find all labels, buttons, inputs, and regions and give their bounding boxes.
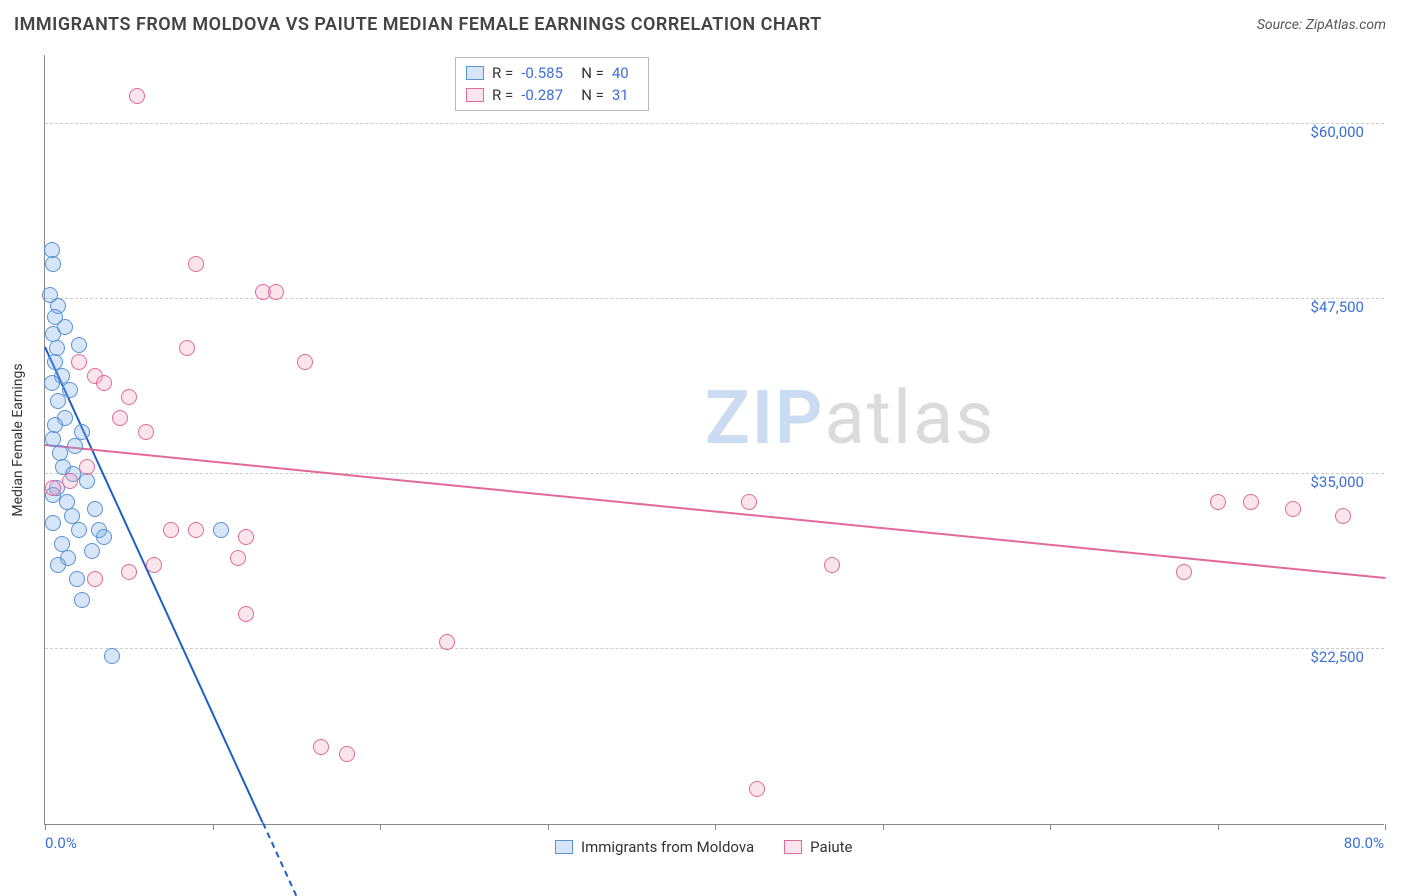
chart-title: IMMIGRANTS FROM MOLDOVA VS PAIUTE MEDIAN…	[14, 14, 822, 35]
series-swatch	[466, 88, 484, 102]
stat-n-label: N =	[581, 86, 604, 104]
x-tick	[380, 824, 381, 830]
data-point	[87, 501, 103, 517]
watermark-part2: atlas	[825, 375, 996, 462]
gridline	[45, 123, 1384, 124]
data-point	[45, 480, 61, 496]
gridline	[45, 473, 1384, 474]
data-point	[313, 739, 329, 755]
data-point	[45, 515, 61, 531]
stat-n-label: N =	[581, 64, 604, 82]
x-min-label: 0.0%	[45, 834, 77, 852]
x-tick	[715, 824, 716, 830]
scatter-plot: ZIPatlas $22,500$35,000$47,500$60,0000.0…	[44, 55, 1384, 825]
x-tick	[45, 824, 46, 830]
stat-n-value: 40	[612, 64, 638, 82]
legend-swatch	[555, 840, 573, 854]
data-point	[129, 88, 145, 104]
data-point	[121, 564, 137, 580]
data-point	[62, 473, 78, 489]
trend-line-extension	[262, 823, 297, 896]
data-point	[213, 522, 229, 538]
data-point	[188, 256, 204, 272]
source-citation: Source: ZipAtlas.com	[1257, 17, 1386, 33]
legend-item: Paiute	[784, 838, 852, 856]
data-point	[96, 375, 112, 391]
source-name: ZipAtlas.com	[1306, 17, 1386, 33]
x-tick	[1385, 824, 1386, 830]
data-point	[1335, 508, 1351, 524]
data-point	[71, 522, 87, 538]
stat-r-label: R =	[492, 64, 513, 82]
data-point	[96, 529, 112, 545]
gridline	[45, 298, 1384, 299]
data-point	[824, 557, 840, 573]
source-prefix: Source:	[1257, 17, 1306, 33]
data-point	[50, 557, 66, 573]
data-point	[339, 746, 355, 762]
data-point	[238, 606, 254, 622]
stat-r-value: -0.287	[521, 86, 573, 104]
data-point	[79, 459, 95, 475]
data-point	[50, 393, 66, 409]
x-tick	[213, 824, 214, 830]
gridline	[45, 648, 1384, 649]
data-point	[71, 337, 87, 353]
legend-item: Immigrants from Moldova	[555, 838, 754, 856]
legend-swatch	[784, 840, 802, 854]
y-tick-label: $35,000	[1310, 473, 1364, 491]
data-point	[230, 550, 246, 566]
legend: Immigrants from Moldova Paiute	[555, 838, 853, 856]
data-point	[749, 781, 765, 797]
data-point	[1210, 494, 1226, 510]
data-point	[138, 424, 154, 440]
x-tick	[1050, 824, 1051, 830]
x-max-label: 80.0%	[1344, 834, 1384, 852]
correlation-stats-box: R = -0.585 N = 40 R = -0.287 N = 31	[455, 57, 649, 111]
legend-label: Paiute	[810, 838, 852, 856]
stats-row: R = -0.287 N = 31	[466, 84, 638, 106]
data-point	[74, 592, 90, 608]
x-tick	[548, 824, 549, 830]
stat-r-value: -0.585	[521, 64, 573, 82]
data-point	[67, 438, 83, 454]
data-point	[121, 389, 137, 405]
data-point	[87, 571, 103, 587]
data-point	[1285, 501, 1301, 517]
data-point	[84, 543, 100, 559]
data-point	[439, 634, 455, 650]
x-tick	[1218, 824, 1219, 830]
data-point	[47, 417, 63, 433]
data-point	[44, 375, 60, 391]
y-tick-label: $60,000	[1310, 123, 1364, 141]
chart-header: IMMIGRANTS FROM MOLDOVA VS PAIUTE MEDIAN…	[0, 0, 1406, 45]
stat-n-value: 31	[612, 86, 638, 104]
stats-row: R = -0.585 N = 40	[466, 62, 638, 84]
data-point	[188, 522, 204, 538]
data-point	[104, 648, 120, 664]
data-point	[179, 340, 195, 356]
trend-line	[45, 444, 1385, 579]
data-point	[238, 529, 254, 545]
data-point	[1243, 494, 1259, 510]
y-axis-label: Median Female Earnings	[10, 363, 26, 516]
data-point	[71, 354, 87, 370]
data-point	[146, 557, 162, 573]
watermark-part1: ZIP	[705, 375, 825, 462]
data-point	[741, 494, 757, 510]
y-tick-label: $22,500	[1310, 648, 1364, 666]
data-point	[112, 410, 128, 426]
data-point	[45, 256, 61, 272]
data-point	[69, 571, 85, 587]
series-swatch	[466, 66, 484, 80]
stat-r-label: R =	[492, 86, 513, 104]
watermark: ZIPatlas	[705, 375, 995, 462]
y-tick-label: $47,500	[1310, 298, 1364, 316]
data-point	[268, 284, 284, 300]
data-point	[297, 354, 313, 370]
legend-label: Immigrants from Moldova	[581, 838, 754, 856]
data-point	[163, 522, 179, 538]
x-tick	[883, 824, 884, 830]
data-point	[1176, 564, 1192, 580]
